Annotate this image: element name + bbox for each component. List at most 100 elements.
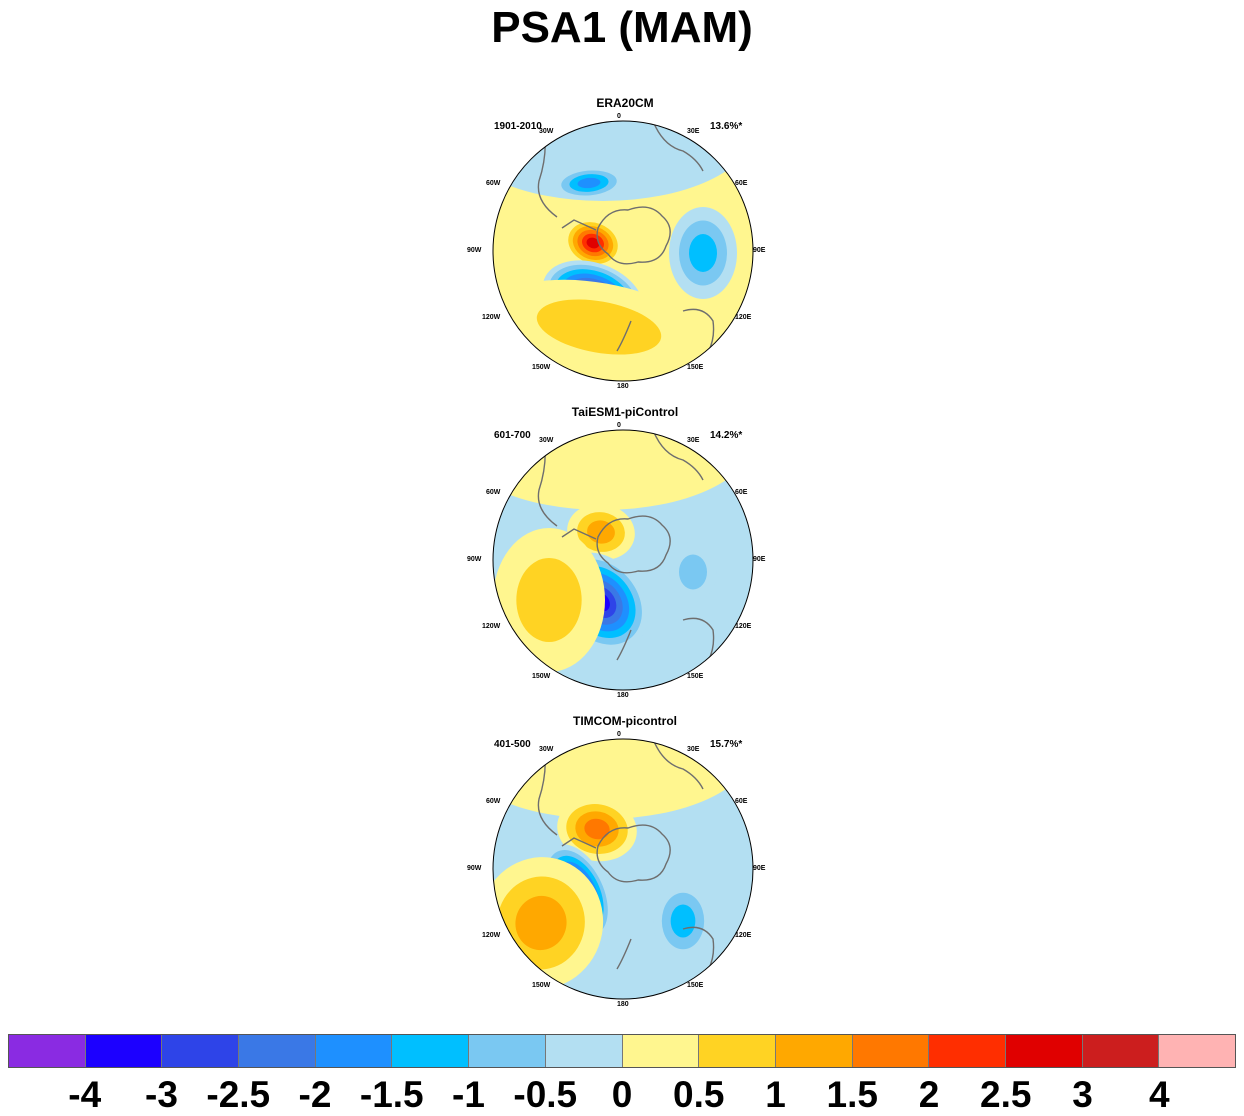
coastline xyxy=(537,430,715,679)
longitude-label: 90E xyxy=(753,247,766,254)
longitude-label: 30W xyxy=(539,437,554,444)
longitude-label: 120W xyxy=(482,932,501,939)
longitude-label: 0 xyxy=(617,422,621,429)
longitude-label: 90W xyxy=(467,556,482,563)
map-panel: ERA20CM 1901-2010 13.6%* 0 30W 30E 60W 60E 90W 90… xyxy=(460,96,790,396)
coastline xyxy=(561,206,671,265)
map-border xyxy=(492,738,754,1000)
colorbar-tick: 2.5 xyxy=(980,1074,1032,1115)
map-region xyxy=(493,121,753,201)
longitude-label: 0 xyxy=(617,731,621,738)
coastline xyxy=(537,739,715,988)
colorbar-tick: -0.5 xyxy=(513,1074,578,1115)
colorbar-swatch xyxy=(1082,1035,1160,1067)
map-region xyxy=(493,739,753,819)
contour-band xyxy=(679,554,707,590)
contour-band xyxy=(516,558,582,642)
coastline xyxy=(537,121,715,370)
colorbar-swatch xyxy=(1005,1035,1083,1067)
page-title: PSA1 (MAM) xyxy=(491,3,753,52)
contour-band xyxy=(584,818,610,840)
colorbar-swatch xyxy=(162,1035,240,1067)
polar-map xyxy=(492,738,754,1000)
contour-band xyxy=(515,895,567,951)
colorbar-swatch xyxy=(775,1035,853,1067)
longitude-label: 30E xyxy=(687,437,700,444)
contour-band xyxy=(577,177,601,189)
longitude-label: 90W xyxy=(467,865,482,872)
map-border xyxy=(492,120,754,382)
colorbar-tick: -1 xyxy=(452,1074,485,1115)
longitude-label: 120W xyxy=(482,623,501,630)
colorbar-swatch xyxy=(239,1035,316,1067)
panel-title: TIMCOM-picontrol xyxy=(573,714,677,728)
longitude-label: 60W xyxy=(486,489,501,496)
colorbar-swatch xyxy=(315,1035,393,1067)
map-panel: TIMCOM-picontrol 401-500 15.7%* 0 30W 30E 60W 6… xyxy=(460,714,790,1014)
panel-variance: 15.7%* xyxy=(710,739,743,750)
panel-period: 401-500 xyxy=(494,739,531,750)
map-panel: TaiESM1-piControl 601-700 14.2%* 0 30W 30E 60W… xyxy=(460,405,790,705)
colorbar-tick: 1.5 xyxy=(826,1074,878,1115)
panel-period: 1901-2010 xyxy=(494,121,542,132)
colorbar-tick: -4 xyxy=(68,1074,102,1115)
polar-map xyxy=(492,120,754,382)
longitude-label: 150W xyxy=(532,673,551,680)
panel-title: ERA20CM xyxy=(596,96,654,110)
longitude-label: 120E xyxy=(735,932,752,939)
contour-band xyxy=(536,299,662,355)
longitude-label: 90E xyxy=(753,556,766,563)
colorbar-swatch xyxy=(392,1035,470,1067)
panel-period: 601-700 xyxy=(494,430,531,441)
longitude-label: 180 xyxy=(617,692,629,699)
panel-variance: 14.2%* xyxy=(710,430,743,441)
colorbar-swatch xyxy=(1159,1035,1235,1067)
longitude-label: 30E xyxy=(687,128,700,135)
colorbar-swatch xyxy=(699,1035,776,1067)
longitude-label: 90W xyxy=(467,247,482,254)
longitude-label: 150E xyxy=(687,364,704,371)
colorbar-swatch xyxy=(469,1035,546,1067)
map-border xyxy=(492,429,754,691)
polar-map xyxy=(492,429,754,691)
colorbar-tick: 4 xyxy=(1148,1074,1170,1115)
panel-title: TaiESM1-piControl xyxy=(571,405,679,419)
colorbar-tick: -2.5 xyxy=(206,1074,271,1115)
colorbar-tick: -2 xyxy=(298,1074,332,1115)
colorbar-tick: 3 xyxy=(1072,1074,1093,1115)
colorbar-tick: -1.5 xyxy=(359,1074,424,1115)
coastline xyxy=(561,515,671,574)
longitude-label: 150W xyxy=(532,982,551,989)
longitude-label: 150E xyxy=(687,673,704,680)
contour-band xyxy=(689,234,717,272)
colorbar-tick: 0 xyxy=(611,1074,633,1115)
colorbar-swatch xyxy=(622,1035,700,1067)
colorbar-tick: -3 xyxy=(145,1074,178,1115)
colorbar-swatch xyxy=(852,1035,930,1067)
longitude-label: 60W xyxy=(486,180,501,187)
longitude-label: 60W xyxy=(486,798,501,805)
coastline xyxy=(561,824,671,883)
colorbar-swatch xyxy=(85,1035,163,1067)
longitude-label: 60E xyxy=(735,798,748,805)
longitude-label: 30W xyxy=(539,746,554,753)
colorbar-swatch xyxy=(929,1035,1006,1067)
contour-band xyxy=(670,904,696,938)
longitude-label: 180 xyxy=(617,1001,629,1008)
map-region xyxy=(493,430,753,510)
colorbar-tick: 2 xyxy=(918,1074,940,1115)
longitude-label: 120W xyxy=(482,314,501,321)
colorbar xyxy=(8,1034,1236,1068)
longitude-label: 150E xyxy=(687,982,704,989)
longitude-label: 30W xyxy=(539,128,554,135)
longitude-label: 120E xyxy=(735,314,752,321)
longitude-label: 60E xyxy=(735,489,748,496)
panel-variance: 13.6%* xyxy=(710,121,743,132)
colorbar-tick: 1 xyxy=(765,1074,786,1115)
longitude-label: 30E xyxy=(687,746,700,753)
longitude-label: 60E xyxy=(735,180,748,187)
contour-band xyxy=(586,237,600,249)
longitude-label: 120E xyxy=(735,623,752,630)
longitude-label: 90E xyxy=(753,865,766,872)
colorbar-tick: 0.5 xyxy=(673,1074,725,1115)
